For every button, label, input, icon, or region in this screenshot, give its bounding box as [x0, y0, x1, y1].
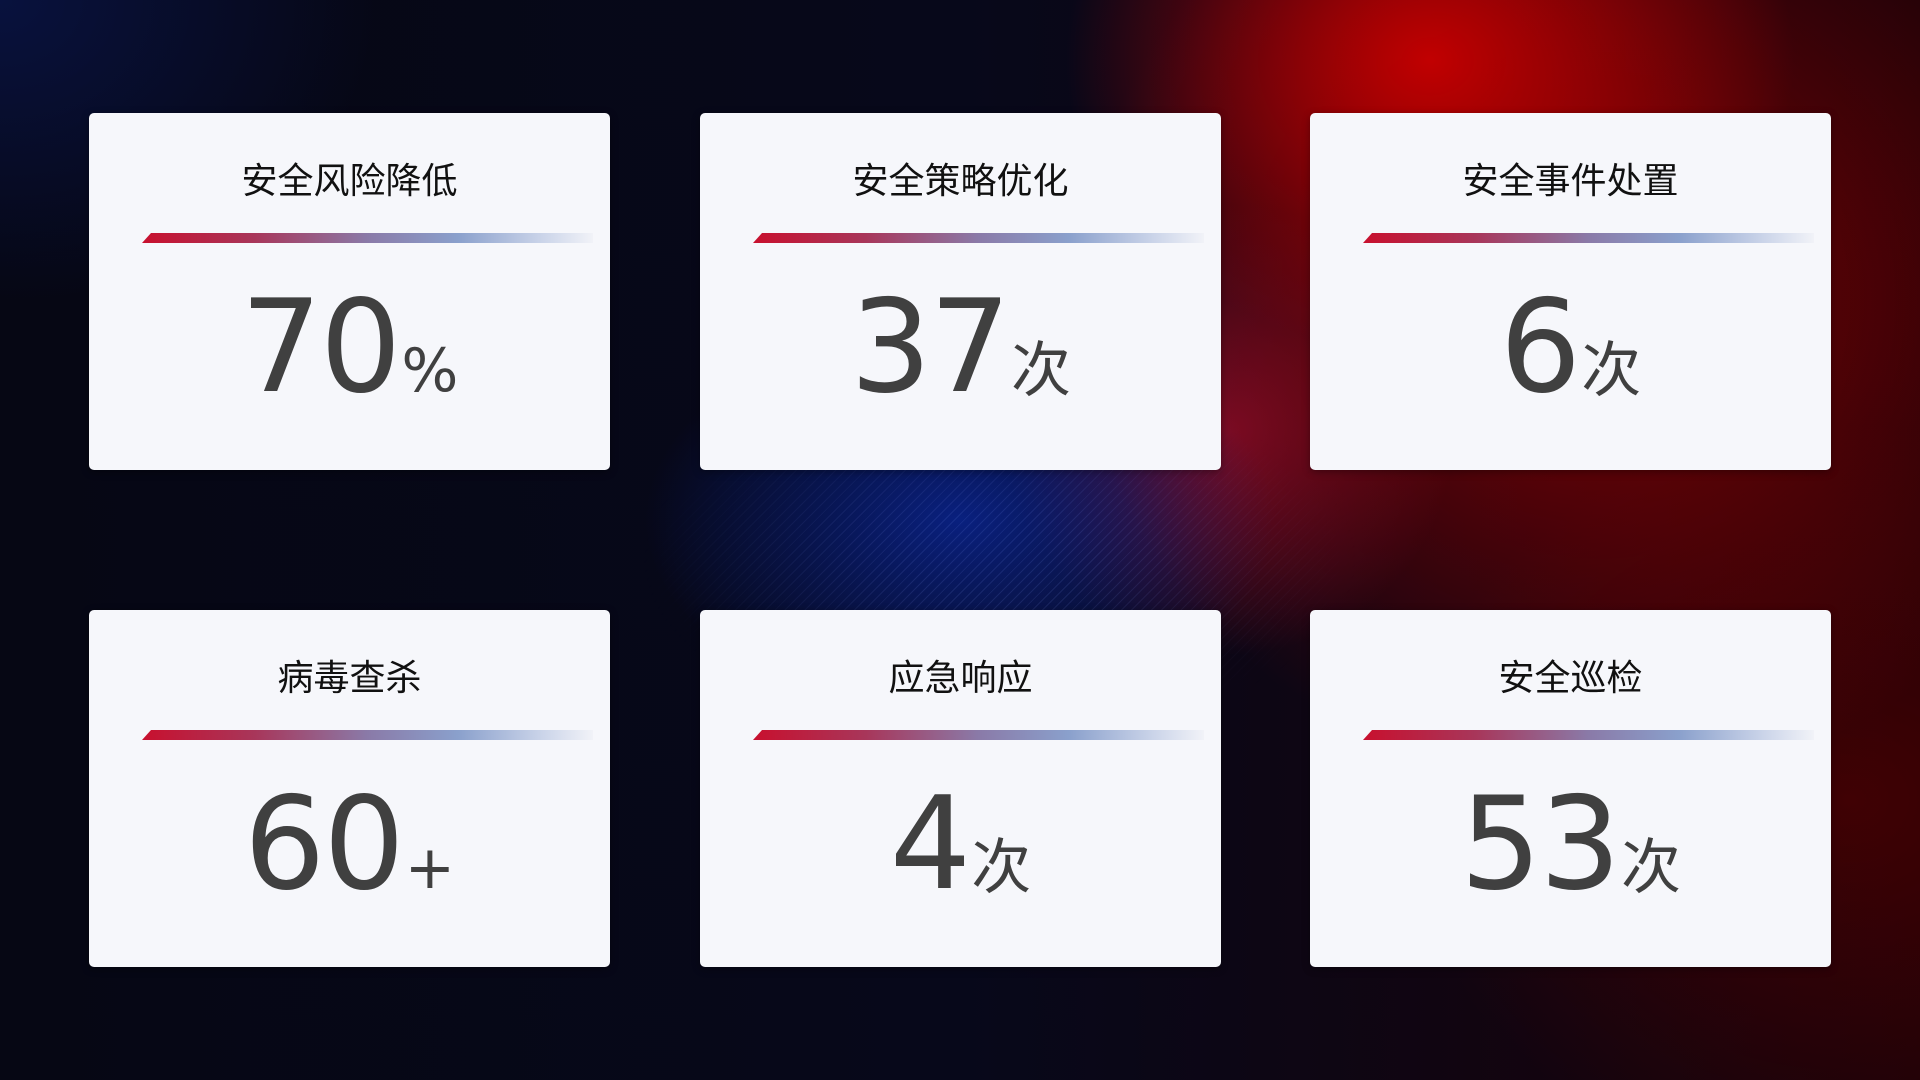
card-divider: [142, 730, 593, 740]
value-number: 70: [240, 273, 402, 422]
value-unit: 次: [971, 833, 1032, 903]
card-title: 病毒查杀: [277, 658, 422, 699]
value-unit: 次: [1010, 336, 1071, 406]
stat-card-security-patrol: 安全巡检 53次: [1310, 610, 1831, 967]
card-divider: [753, 233, 1204, 243]
value-number: 6: [1499, 273, 1581, 422]
stat-card-policy-optimization: 安全策略优化 37次: [700, 113, 1221, 470]
value-number: 53: [1460, 770, 1621, 919]
card-divider: [753, 730, 1204, 740]
card-value: 53次: [1310, 770, 1831, 919]
stat-card-virus-removal: 病毒查杀 60+: [89, 610, 610, 967]
card-value: 37次: [700, 273, 1221, 422]
card-divider: [142, 233, 593, 243]
value-unit: 次: [1581, 336, 1642, 406]
value-number: 37: [850, 273, 1011, 422]
card-title: 安全策略优化: [852, 161, 1069, 202]
card-title: 安全事件处置: [1462, 161, 1679, 202]
card-divider: [1363, 233, 1814, 243]
value-unit: 次: [1620, 833, 1681, 903]
stat-card-incident-handling: 安全事件处置 6次: [1310, 113, 1831, 470]
card-value: 4次: [700, 770, 1221, 919]
card-title: 安全风险降低: [241, 161, 458, 202]
value-number: 4: [889, 770, 971, 919]
card-value: 6次: [1310, 273, 1831, 422]
stat-card-risk-reduction: 安全风险降低 70%: [89, 113, 610, 470]
card-title: 应急响应: [888, 658, 1033, 699]
card-divider: [1363, 730, 1814, 740]
stat-card-emergency-response: 应急响应 4次: [700, 610, 1221, 967]
value-unit: %: [401, 336, 459, 406]
value-number: 60: [243, 770, 405, 919]
card-title: 安全巡检: [1498, 658, 1643, 699]
card-value: 70%: [89, 273, 610, 422]
value-unit: +: [404, 833, 456, 903]
card-value: 60+: [89, 770, 610, 919]
